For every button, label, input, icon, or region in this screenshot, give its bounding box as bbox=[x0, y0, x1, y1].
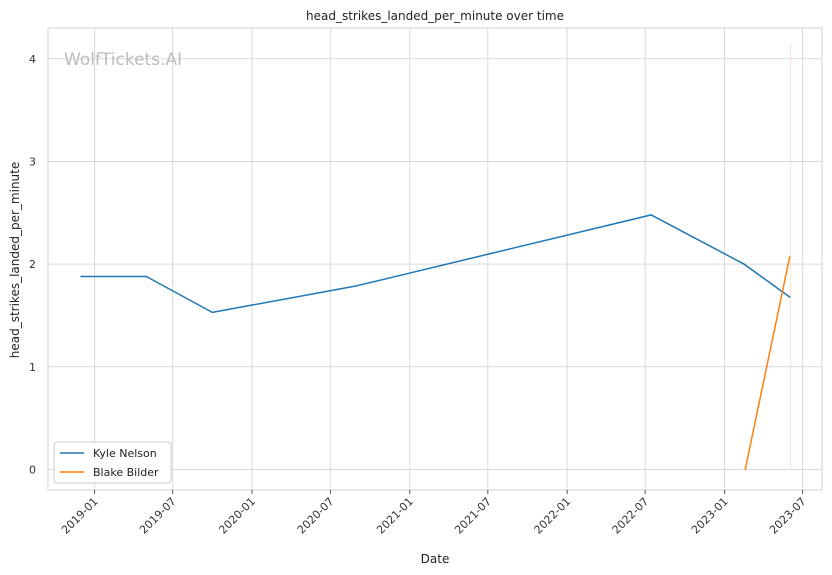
series-line-blake-bilder bbox=[744, 256, 791, 470]
y-tick-label: 2 bbox=[29, 258, 36, 271]
data-point-kyle-nelson bbox=[743, 263, 745, 265]
x-tick-label: 2019-07 bbox=[137, 495, 179, 537]
x-tick-label: 2019-01 bbox=[59, 495, 101, 537]
legend-label-blake-bilder: Blake Bilder bbox=[93, 466, 159, 479]
series bbox=[80, 214, 791, 471]
x-tick-label: 2020-01 bbox=[216, 495, 258, 537]
x-tick-label: 2023-01 bbox=[689, 495, 731, 537]
data-point-kyle-nelson bbox=[650, 214, 653, 216]
x-axis-ticks: 2019-01 2019-07 2020-01 2020-07 2021-01 2021-… bbox=[59, 490, 809, 537]
x-tick-label: 2021-01 bbox=[374, 495, 416, 537]
data-point-blake-bilder bbox=[788, 256, 791, 258]
y-axis-label: head_strikes_landed_per_minute bbox=[8, 162, 22, 359]
watermark: WolfTickets.AI bbox=[64, 50, 182, 70]
x-axis-label: Date bbox=[421, 552, 450, 566]
chart-title: head_strikes_landed_per_minute over time bbox=[306, 9, 564, 23]
data-point-kyle-nelson bbox=[211, 311, 214, 314]
x-tick-label: 2020-07 bbox=[295, 495, 337, 537]
data-point-kyle-nelson bbox=[788, 296, 791, 298]
data-point-kyle-nelson bbox=[356, 284, 358, 287]
y-tick-label: 0 bbox=[29, 463, 36, 476]
x-tick-label: 2023-07 bbox=[767, 495, 809, 537]
y-tick-label: 3 bbox=[29, 155, 36, 168]
x-tick-label: 2022-01 bbox=[532, 495, 574, 537]
legend-label-kyle-nelson: Kyle Nelson bbox=[93, 447, 157, 460]
data-point-kyle-nelson bbox=[80, 275, 83, 278]
y-tick-label: 1 bbox=[29, 361, 36, 374]
plot-frame bbox=[47, 27, 823, 491]
y-axis-ticks: 0 1 2 3 4 bbox=[29, 53, 36, 477]
x-tick-label: 2022-07 bbox=[610, 495, 652, 537]
legend: Kyle Nelson Blake Bilder bbox=[53, 441, 172, 484]
data-point-blake-bilder bbox=[744, 468, 747, 471]
grid bbox=[48, 28, 822, 490]
data-point-kyle-nelson bbox=[145, 275, 148, 278]
y-tick-label: 4 bbox=[29, 53, 36, 66]
x-tick-label: 2021-07 bbox=[452, 495, 494, 537]
